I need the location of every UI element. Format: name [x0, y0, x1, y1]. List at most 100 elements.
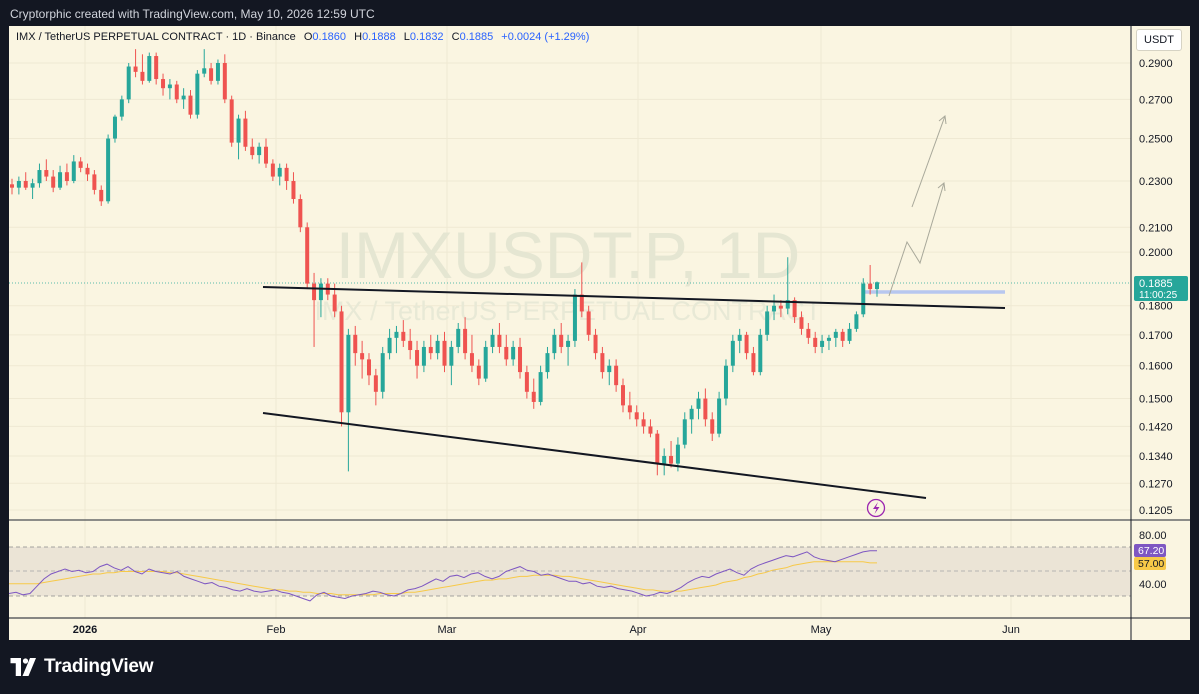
rsi-band [9, 547, 1131, 596]
candle-body [126, 66, 131, 100]
flash-event-icon[interactable] [866, 498, 886, 518]
candle-body [737, 334, 742, 341]
price-tick-label: 0.2500 [1139, 134, 1173, 146]
candle-body [360, 353, 365, 360]
low-number: 0.1832 [409, 31, 444, 43]
tradingview-logo[interactable]: TradingView [10, 654, 154, 680]
candle-body [744, 334, 749, 354]
candle-body [373, 375, 378, 392]
candle-body [854, 314, 859, 329]
candle-body [662, 455, 667, 464]
candle-body [346, 334, 351, 413]
credit-text: Cryptorphic created with TradingView.com… [10, 7, 375, 21]
time-tick-label: 2026 [73, 624, 97, 636]
upper-trendline[interactable] [262, 286, 1006, 309]
rsi-tick-label: 80.00 [1139, 530, 1167, 542]
projection-path[interactable] [888, 182, 945, 297]
candle-body [188, 95, 193, 115]
candle-body [421, 346, 426, 366]
candle-body [620, 385, 625, 406]
candle-body [428, 346, 433, 354]
candle-body [305, 227, 310, 284]
candle-body [552, 334, 557, 354]
low-label: L [403, 31, 410, 43]
candle-body [442, 340, 447, 366]
candle-body [291, 180, 296, 200]
candle-body [518, 346, 523, 373]
candle-body [58, 172, 63, 188]
candle-body [44, 170, 49, 177]
candle-body [366, 359, 371, 376]
candle-body [264, 146, 269, 164]
time-axis[interactable]: 2026 Feb Mar Apr May Jun [73, 624, 1020, 636]
candle-body [572, 294, 577, 341]
candle-body [669, 455, 674, 464]
candle-body [339, 311, 344, 413]
candle-body [85, 167, 90, 175]
candle-body [92, 174, 97, 190]
chart-panel[interactable] [9, 26, 1190, 640]
candle-body [490, 334, 495, 347]
rsi-axis[interactable]: 80.00 40.00 [1139, 530, 1167, 591]
candle-body [167, 84, 172, 89]
candle-body [30, 183, 35, 188]
candle-body [538, 372, 543, 402]
open-value: O0.1860 [304, 31, 346, 43]
candle-body [202, 68, 207, 74]
projection-arrowhead-upper [938, 115, 947, 125]
candle-body [751, 353, 756, 373]
close-label: C [451, 31, 460, 43]
price-tick-label: 0.2100 [1139, 222, 1173, 234]
rsi-value-tag: 67.20 [1134, 544, 1166, 557]
candle-body [112, 116, 117, 139]
candle-body [799, 317, 804, 329]
lower-trendline[interactable] [262, 412, 927, 499]
candle-body [627, 405, 632, 413]
candle-body [511, 346, 516, 360]
rsi-value: 67.20 [1138, 545, 1164, 557]
candle-body [710, 419, 715, 434]
candlestick-series [10, 49, 879, 476]
price-axis[interactable]: 0.2900 0.2700 0.2500 0.2300 0.2100 0.2000 0.18… [1139, 58, 1173, 517]
time-tick-label: May [811, 624, 832, 636]
candle-body [559, 334, 564, 347]
candle-body [64, 172, 69, 181]
candle-body [284, 167, 289, 181]
open-label: O [303, 31, 313, 43]
low-value: L0.1832 [404, 31, 444, 43]
candle-body [133, 66, 138, 72]
footer-bar: TradingView [0, 640, 1199, 694]
price-tick-label: 0.2900 [1139, 58, 1173, 70]
candle-body [483, 346, 488, 379]
price-tick-label: 0.1800 [1139, 301, 1173, 313]
currency-button[interactable]: USDT [1136, 29, 1182, 51]
candle-body [504, 346, 509, 360]
symbol-legend[interactable]: IMX / TetherUS PERPETUAL CONTRACT · 1D ·… [16, 31, 594, 43]
rsi-line [8, 550, 877, 602]
candle-body [99, 189, 104, 202]
candle-body [106, 138, 111, 202]
candle-body [820, 340, 825, 347]
open-number: 0.1860 [312, 31, 347, 43]
candle-body [682, 419, 687, 445]
candle-body [675, 444, 680, 464]
candle-body [586, 311, 591, 335]
price-tick-label: 0.1500 [1139, 394, 1173, 406]
candle-body [634, 412, 639, 420]
candle-body [229, 99, 234, 143]
projection-path-upper[interactable] [911, 115, 946, 208]
tradingview-logo-text: TradingView [44, 656, 154, 677]
candle-body [875, 282, 879, 290]
candle-body [868, 283, 873, 290]
time-tick-label: Jun [1002, 624, 1020, 636]
candle-body [353, 334, 358, 354]
candle-body [813, 337, 818, 347]
candle-body [236, 118, 241, 143]
candle-body [435, 340, 440, 354]
candle-body [847, 328, 852, 341]
candle-body [806, 328, 811, 338]
close-value: C0.1885 [452, 31, 494, 43]
price-tick-label: 0.1270 [1139, 478, 1173, 490]
candle-body [277, 167, 282, 177]
